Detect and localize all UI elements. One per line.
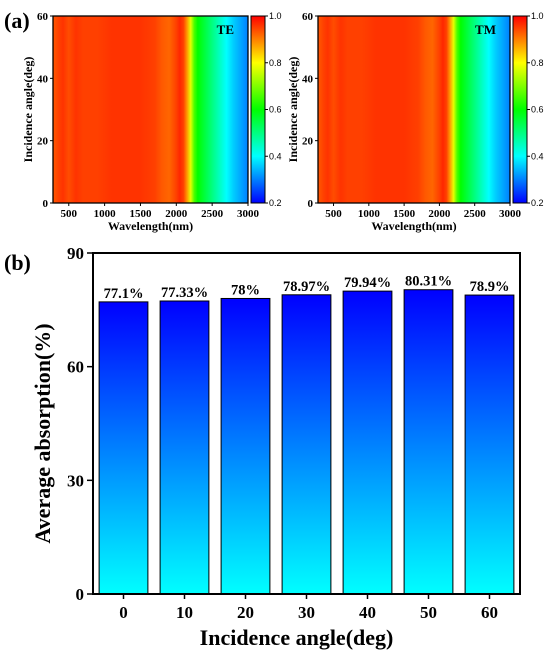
heatmap-te-xtick-label: 3000 xyxy=(237,208,260,220)
colorbar-te-tick-label: 0.8 xyxy=(269,58,282,68)
heatmap-te-frame xyxy=(52,15,249,204)
heatmap-te-mode-label: TE xyxy=(217,22,234,37)
bar-xlabel: Incidence angle(deg) xyxy=(200,625,394,650)
heatmap-tm-ytick-label: 40 xyxy=(302,73,314,85)
heatmap-tm-xtick-label: 1500 xyxy=(393,208,416,220)
heatmap-te-ytick-label: 0 xyxy=(43,198,49,210)
colorbar-tm-tick-label: 1.0 xyxy=(531,11,544,21)
bar-0 xyxy=(98,301,149,595)
heatmap-tm-xtick-label: 3000 xyxy=(499,208,522,220)
heatmap-te-ytick-label: 40 xyxy=(37,73,49,85)
bar-data-label: 77.33% xyxy=(161,285,208,301)
bar-data-label: 79.94% xyxy=(344,275,391,291)
bar-50 xyxy=(403,289,454,595)
colorbar-te-tick-label: 0.4 xyxy=(269,151,282,161)
heatmap-tm-xlabel: Wavelength(nm) xyxy=(371,219,456,233)
heatmap-tm-mode-label: TM xyxy=(475,22,496,37)
heatmap-tm-xtick-label: 1000 xyxy=(358,208,381,220)
heatmap-tm-ylabel: Incidence angle(deg) xyxy=(286,57,300,163)
heatmap-te-xtick-label: 1500 xyxy=(129,208,152,220)
heatmap-tm-ytick-label: 20 xyxy=(302,136,314,148)
bar-60 xyxy=(464,294,515,595)
heatmap-te-field xyxy=(53,16,248,203)
heatmap-te-ytick-label: 60 xyxy=(37,11,49,23)
heatmap-tm: TM 500 1000 1500 2000 2500 3000 0 20 40 60 Waveleng… xyxy=(286,11,544,233)
bar-xtick-label: 0 xyxy=(119,603,128,622)
colorbar-tm xyxy=(512,15,528,204)
bar-ytick-label: 90 xyxy=(67,244,84,263)
heatmap-tm-xtick-label: 500 xyxy=(325,208,342,220)
bar-xtick-label: 20 xyxy=(237,603,254,622)
heatmap-te-xtick-label: 2000 xyxy=(165,208,188,220)
heatmap-te: TE 500 1000 1500 2000 2500 3000 0 20 40 60 Waveleng… xyxy=(21,11,282,233)
bar-ytick-label: 0 xyxy=(76,585,85,604)
heatmap-te-xlabel: Wavelength(nm) xyxy=(108,219,193,233)
bar-ytick-label: 30 xyxy=(67,471,84,490)
bar-40 xyxy=(342,290,393,595)
heatmap-tm-ytick-label: 60 xyxy=(302,11,314,23)
colorbar-tm-tick-label: 0.2 xyxy=(531,198,544,208)
bar-30 xyxy=(281,294,332,595)
bar-xtick-label: 50 xyxy=(420,603,437,622)
heatmap-te-ytick-label: 20 xyxy=(37,136,49,148)
colorbar-tm-tick-label: 0.4 xyxy=(531,151,544,161)
panel-label-b: (b) xyxy=(4,250,31,275)
heatmap-tm-field xyxy=(318,16,510,203)
bar-xtick-label: 30 xyxy=(298,603,315,622)
heatmap-te-ylabel: Incidence angle(deg) xyxy=(21,57,35,163)
bar-data-label: 80.31% xyxy=(405,274,452,290)
colorbar-tm-tick-label: 0.6 xyxy=(531,105,544,115)
bar-data-label: 78.9% xyxy=(470,279,510,295)
bar-data-label: 77.1% xyxy=(104,286,144,302)
bar-10 xyxy=(159,300,210,595)
bar-xtick-label: 40 xyxy=(359,603,376,622)
panel-label-a: (a) xyxy=(4,8,30,33)
heatmap-te-xtick-label: 500 xyxy=(61,208,78,220)
heatmap-tm-ytick-label: 0 xyxy=(308,198,314,210)
colorbar-te-tick-label: 1.0 xyxy=(269,11,282,21)
heatmap-tm-xtick-label: 2500 xyxy=(464,208,487,220)
heatmap-tm-xtick-label: 2000 xyxy=(428,208,451,220)
colorbar-te xyxy=(250,15,266,204)
bar-20 xyxy=(220,297,271,595)
bar-xtick-label: 60 xyxy=(481,603,498,622)
heatmap-te-xtick-label: 2500 xyxy=(201,208,224,220)
bar-data-label: 78% xyxy=(231,282,260,298)
bar-ylabel: Average absorption(%) xyxy=(30,323,55,543)
bar-xtick-label: 10 xyxy=(176,603,193,622)
bar-chart: 77.1% 0 77.33% 10 78% 20 78.97% 30 79.94% 40 80.31… xyxy=(30,244,521,650)
colorbar-te-tick-label: 0.2 xyxy=(269,198,282,208)
heatmap-tm-frame xyxy=(317,15,511,204)
bar-chart-frame xyxy=(92,252,521,595)
heatmap-te-xtick-label: 1000 xyxy=(94,208,117,220)
bar-data-label: 78.97% xyxy=(283,279,330,295)
colorbar-te-tick-label: 0.6 xyxy=(269,105,282,115)
colorbar-tm-tick-label: 0.8 xyxy=(531,58,544,68)
bar-ytick-label: 60 xyxy=(67,358,84,377)
